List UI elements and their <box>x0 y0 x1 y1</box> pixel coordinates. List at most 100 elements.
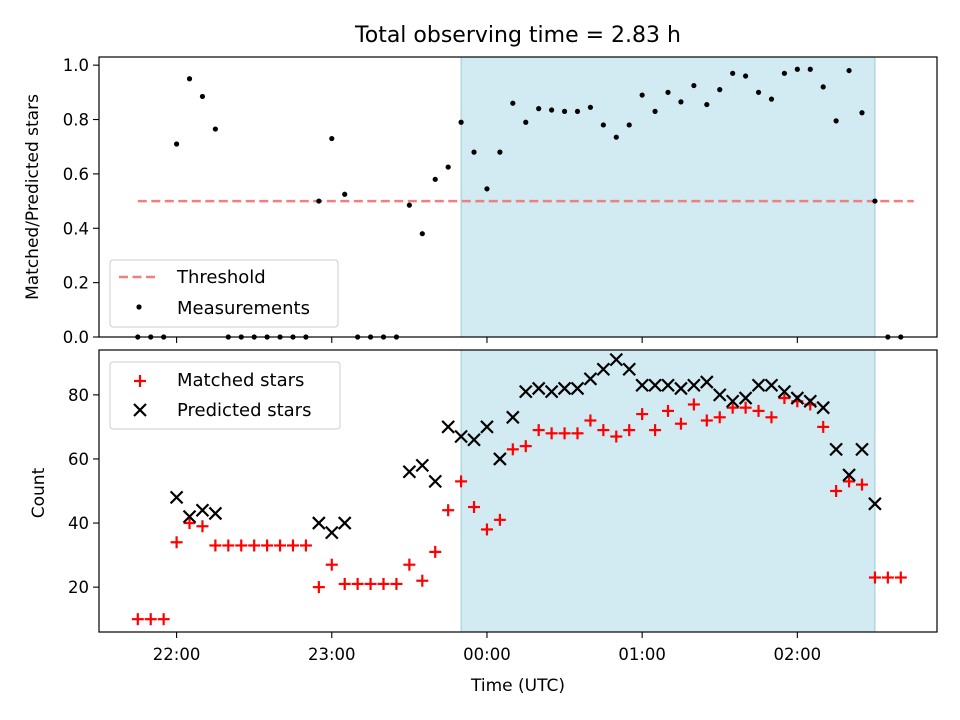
predicted-star-stroke <box>480 420 494 434</box>
matched-star-point <box>493 513 506 526</box>
matched-star-point <box>261 539 274 552</box>
predicted-star-stroke <box>518 384 533 399</box>
x-axis-ticks: 22:00 23:00 00:00 01:00 02:00 <box>153 632 821 664</box>
predicted-star-point <box>570 381 585 396</box>
predicted-star-point <box>777 384 792 399</box>
measurement-points <box>135 66 904 340</box>
y-tick-label: 0.2 <box>63 274 89 293</box>
x-tick-label: 22:00 <box>153 645 201 664</box>
measurement-point <box>406 202 412 208</box>
y-tick-label: 0.0 <box>63 328 89 347</box>
predicted-star-point <box>622 362 636 377</box>
matched-star-point <box>403 558 416 571</box>
predicted-star-stroke <box>312 516 326 530</box>
measurement-point <box>833 118 839 124</box>
x-tick-label: 00:00 <box>463 645 511 664</box>
predicted-star-point <box>531 381 546 396</box>
legend-predicted-swatch <box>133 403 147 417</box>
matched-star-point <box>558 427 571 440</box>
predicted-star-stroke <box>324 525 339 540</box>
matched-star-point <box>299 539 312 552</box>
predicted-star-point <box>337 516 352 530</box>
matched-star-point <box>623 424 636 437</box>
matched-star-point <box>752 404 765 417</box>
count-panel: 20 40 60 80 22:00 23:00 00:00 01:00 02:00 Count… <box>29 349 938 696</box>
measurement-point <box>678 99 684 105</box>
y-tick-label: 20 <box>68 578 89 597</box>
predicted-star-point <box>596 362 611 377</box>
predicted-star-point <box>816 400 830 415</box>
matched-star-point <box>713 411 726 424</box>
measurement-point <box>574 108 581 114</box>
y-tick-label: 0.6 <box>63 165 89 184</box>
matched-star-point <box>274 539 287 552</box>
matched-star-point <box>144 613 157 626</box>
measurement-point <box>549 107 555 113</box>
plot-frame <box>98 349 938 633</box>
predicted-star-point <box>635 378 649 393</box>
predicted-star-point <box>415 458 430 473</box>
y-tick-label: 1.0 <box>63 56 89 75</box>
predicted-star-point <box>790 391 805 405</box>
predicted-star-point <box>467 432 481 447</box>
predicted-star-stroke <box>842 468 856 482</box>
legend-box <box>109 361 341 430</box>
predicted-star-stroke <box>596 362 611 377</box>
matched-star-point <box>881 571 894 584</box>
matched-star-point <box>817 420 830 433</box>
measurement-point <box>510 100 516 106</box>
predicted-star-point <box>855 442 869 457</box>
matched-star-point <box>235 539 248 552</box>
predicted-star-point <box>557 381 572 396</box>
measurement-point <box>199 93 206 100</box>
predicted-star-point <box>195 503 210 518</box>
predicted-star-point <box>506 410 520 425</box>
chart-title: Total observing time = 2.83 h <box>354 23 681 48</box>
predicted-star-stroke <box>441 420 455 434</box>
predicted-star-stroke <box>467 432 481 447</box>
x-axis-label: Time (UTC) <box>470 676 565 696</box>
predicted-star-point <box>648 378 662 393</box>
matched-star-point <box>636 408 649 421</box>
y-axis-ticks: 20 40 60 80 <box>68 386 99 597</box>
measurement-point <box>186 76 193 82</box>
matched-star-point <box>338 577 351 590</box>
predicted-star-stroke <box>557 381 572 396</box>
predicted-star-stroke <box>622 362 636 377</box>
measurement-point <box>316 198 322 204</box>
matched-star-point <box>855 478 868 491</box>
matched-star-point <box>325 558 338 571</box>
predicted-star-point <box>712 388 727 402</box>
measurement-point <box>484 186 490 192</box>
legend: Threshold Measurements <box>109 259 339 328</box>
matched-star-point <box>506 443 519 456</box>
y-tick-label: 60 <box>68 450 89 469</box>
measurement-point <box>600 122 606 128</box>
predicted-star-point <box>725 394 740 409</box>
measurement-point <box>730 70 736 76</box>
x-axis-ticks <box>176 337 798 343</box>
matched-star-point <box>248 539 261 552</box>
matched-star-point <box>196 520 209 533</box>
measurement-point <box>743 73 749 79</box>
matched-star-point <box>442 504 455 517</box>
matched-star-point <box>390 577 403 590</box>
predicted-star-point <box>751 378 766 393</box>
predicted-star-stroke <box>868 497 882 511</box>
measurement-point <box>704 101 710 108</box>
matched-star-point <box>209 539 222 552</box>
y-tick-label: 0.4 <box>63 219 89 238</box>
matched-star-point <box>674 417 687 430</box>
predicted-star-point <box>182 509 197 524</box>
measurement-point <box>872 198 878 204</box>
measurement-point <box>781 70 788 76</box>
predicted-star-point <box>208 506 223 521</box>
predicted-star-stroke <box>195 503 210 518</box>
matched-star-point <box>765 411 778 424</box>
x-tick-label: 01:00 <box>618 645 666 664</box>
matched-star-point <box>726 401 739 414</box>
y-axis-ticks: 0.0 0.2 0.4 0.6 0.8 1.0 <box>63 56 99 347</box>
predicted-star-point <box>687 378 701 393</box>
measurement-point <box>846 67 852 74</box>
legend-matched-swatch <box>134 375 146 387</box>
